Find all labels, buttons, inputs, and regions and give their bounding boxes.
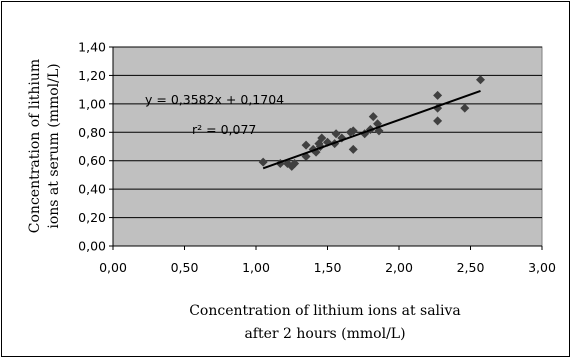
x-axis-ticks: 0,00 0,50 1,00 1,50 2,00 2,50 3,00 [99, 245, 556, 275]
data-point [348, 144, 358, 154]
data-point [433, 90, 443, 100]
r-squared-label: r² = 0,077 [192, 122, 256, 137]
trendline [262, 89, 481, 170]
x-tick-label: 1,50 [314, 260, 342, 275]
x-tick-label: 2,50 [457, 260, 485, 275]
y-tick-label: 0,80 [78, 125, 106, 140]
gridlines [113, 46, 542, 219]
y-tick-label: 1,00 [78, 96, 106, 111]
y-tick-label: 0,00 [78, 239, 106, 254]
x-tick-label: 2,00 [385, 260, 413, 275]
data-point [290, 159, 300, 169]
x-tick-label: 0,00 [99, 260, 127, 275]
data-points [258, 75, 486, 171]
y-axis-label-line-1: Concentration of lithium [27, 59, 43, 233]
data-point [368, 112, 378, 122]
x-axis-label-line-2: after 2 hours (mmol/L) [244, 326, 405, 342]
data-point [258, 157, 268, 167]
data-point [433, 116, 443, 126]
data-point [331, 129, 341, 139]
data-point [476, 75, 486, 85]
x-tick-label: 0,50 [171, 260, 199, 275]
y-tick-label: 1,20 [78, 68, 106, 83]
data-point [460, 103, 470, 113]
y-tick-label: 0,20 [78, 210, 106, 225]
y-tick-label: 0,40 [78, 182, 106, 197]
data-point [301, 140, 311, 150]
x-tick-label: 1,00 [242, 260, 270, 275]
y-axis-ticks: 0,00 0,20 0,40 0,60 0,80 1,00 1,20 1,40 [78, 40, 114, 254]
data-point [317, 133, 327, 143]
trendline-equation: y = 0,3582x + 0,1704 [145, 92, 284, 107]
y-tick-label: 1,40 [78, 40, 106, 55]
x-tick-label: 3,00 [528, 260, 556, 275]
x-axis-label-line-1: Concentration of lithium ions at saliva [189, 303, 461, 319]
y-axis-label-line-2: ions at serum (mmol/L) [46, 63, 62, 228]
y-tick-label: 0,60 [78, 153, 106, 168]
data-point [348, 126, 358, 136]
